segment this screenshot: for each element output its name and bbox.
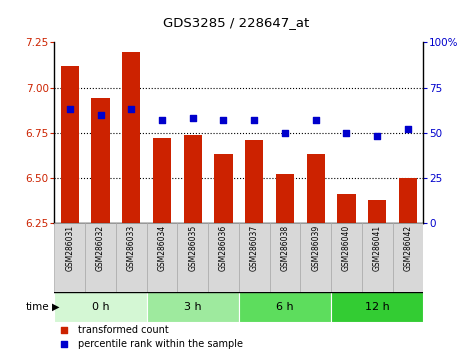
Point [219, 117, 227, 123]
Text: transformed count: transformed count [79, 325, 169, 335]
Point [251, 117, 258, 123]
Bar [184, 135, 202, 223]
Bar [122, 51, 140, 223]
Text: GSM286037: GSM286037 [250, 225, 259, 271]
Bar [337, 194, 356, 223]
Bar [61, 66, 79, 223]
Bar [54, 223, 85, 292]
Text: GSM286038: GSM286038 [280, 225, 289, 271]
Point [96, 112, 104, 118]
Text: GSM286040: GSM286040 [342, 225, 351, 271]
Text: ▶: ▶ [52, 302, 60, 312]
Bar [147, 292, 239, 322]
Bar [393, 223, 423, 292]
Bar [270, 223, 300, 292]
Text: GDS3285 / 228647_at: GDS3285 / 228647_at [163, 16, 310, 29]
Bar [208, 223, 239, 292]
Point [312, 117, 320, 123]
Bar [85, 223, 116, 292]
Point [189, 115, 197, 121]
Bar [239, 223, 270, 292]
Text: GSM286033: GSM286033 [127, 225, 136, 271]
Point [66, 107, 74, 112]
Bar [362, 223, 393, 292]
Bar [307, 154, 325, 223]
Bar [331, 223, 362, 292]
Text: GSM286032: GSM286032 [96, 225, 105, 271]
Bar [153, 138, 171, 223]
Point [319, 277, 326, 282]
Bar [214, 154, 233, 223]
Text: GSM286036: GSM286036 [219, 225, 228, 271]
Point [128, 107, 135, 112]
Point [374, 133, 381, 139]
Bar [245, 140, 263, 223]
Text: 12 h: 12 h [365, 302, 390, 312]
Bar [239, 292, 331, 322]
Bar [300, 223, 331, 292]
Text: GSM286041: GSM286041 [373, 225, 382, 271]
Bar [147, 223, 177, 292]
Point [281, 130, 289, 136]
Text: 3 h: 3 h [184, 302, 201, 312]
Bar [177, 223, 208, 292]
Bar [54, 292, 147, 322]
Bar [368, 200, 386, 223]
Point [342, 130, 350, 136]
Bar [116, 223, 147, 292]
Point [158, 117, 166, 123]
Bar [331, 292, 423, 322]
Text: GSM286042: GSM286042 [403, 225, 412, 271]
Bar [276, 174, 294, 223]
Point [319, 148, 326, 154]
Text: 6 h: 6 h [276, 302, 294, 312]
Text: GSM286039: GSM286039 [311, 225, 320, 271]
Point [404, 126, 412, 132]
Text: percentile rank within the sample: percentile rank within the sample [79, 339, 244, 349]
Bar [91, 98, 110, 223]
Text: time: time [26, 302, 50, 312]
Text: GSM286035: GSM286035 [188, 225, 197, 271]
Text: GSM286034: GSM286034 [158, 225, 166, 271]
Bar [399, 178, 417, 223]
Text: 0 h: 0 h [92, 302, 109, 312]
Text: GSM286031: GSM286031 [65, 225, 74, 271]
